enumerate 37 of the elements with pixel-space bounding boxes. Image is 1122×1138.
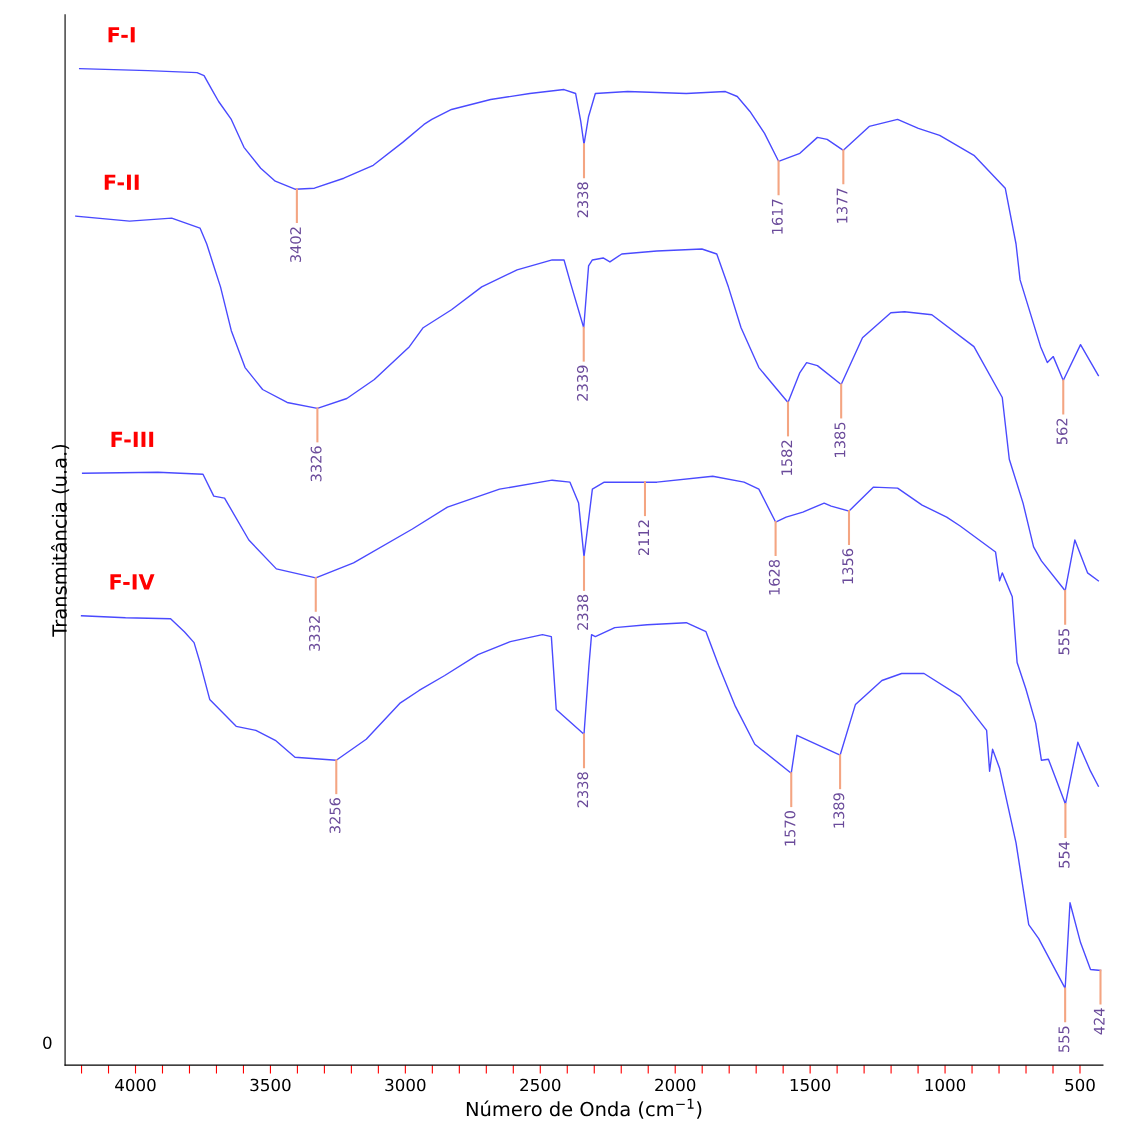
series-label: F-II: [104, 174, 139, 190]
x-axis-title: Número de Onda (cm$^{−1}$): [466, 1098, 702, 1119]
series-label: F-III: [111, 431, 154, 447]
x-tick-label: 3000: [385, 1078, 426, 1092]
annotation: 2338: [577, 182, 589, 218]
x-tick-label: 1500: [790, 1078, 831, 1092]
annotation: 555: [1058, 1026, 1070, 1053]
annotation: 2112: [638, 520, 650, 556]
series-label: F-IV: [110, 574, 155, 590]
annotation: 3256: [329, 798, 341, 834]
annotation: 424: [1093, 1008, 1105, 1035]
text: 0: [43, 1036, 52, 1049]
x-tick-label: 2000: [655, 1078, 696, 1092]
annotation: 562: [1056, 418, 1068, 445]
x-tick-label: 1000: [925, 1078, 966, 1092]
x-tick-label: 4000: [115, 1078, 156, 1092]
x-tick-label: 3500: [250, 1078, 291, 1092]
annotation: 3402: [290, 227, 302, 263]
annotation: 1628: [768, 559, 780, 595]
annotation: 1617: [771, 199, 783, 234]
annotation: 1570: [784, 811, 796, 846]
annotation: 3326: [310, 446, 322, 482]
annotation: 2338: [577, 772, 589, 808]
x-tick-label: 500: [1065, 1078, 1095, 1092]
x-tick-label: 2500: [520, 1078, 561, 1092]
annotation: 2339: [576, 365, 588, 401]
series-label: F-I: [108, 27, 135, 43]
annotation: 554: [1058, 841, 1070, 868]
annotation: 1582: [781, 440, 793, 475]
y-axis-title: Transmitância (u.a.): [51, 444, 70, 637]
annotation: 1377: [836, 188, 848, 223]
annotation: 1356: [842, 548, 854, 584]
annotation: 1389: [833, 793, 845, 828]
annotation: 2338: [577, 594, 589, 630]
annotation: 1385: [834, 422, 846, 457]
annotation: 3332: [308, 616, 320, 651]
annotation: 555: [1058, 628, 1070, 655]
